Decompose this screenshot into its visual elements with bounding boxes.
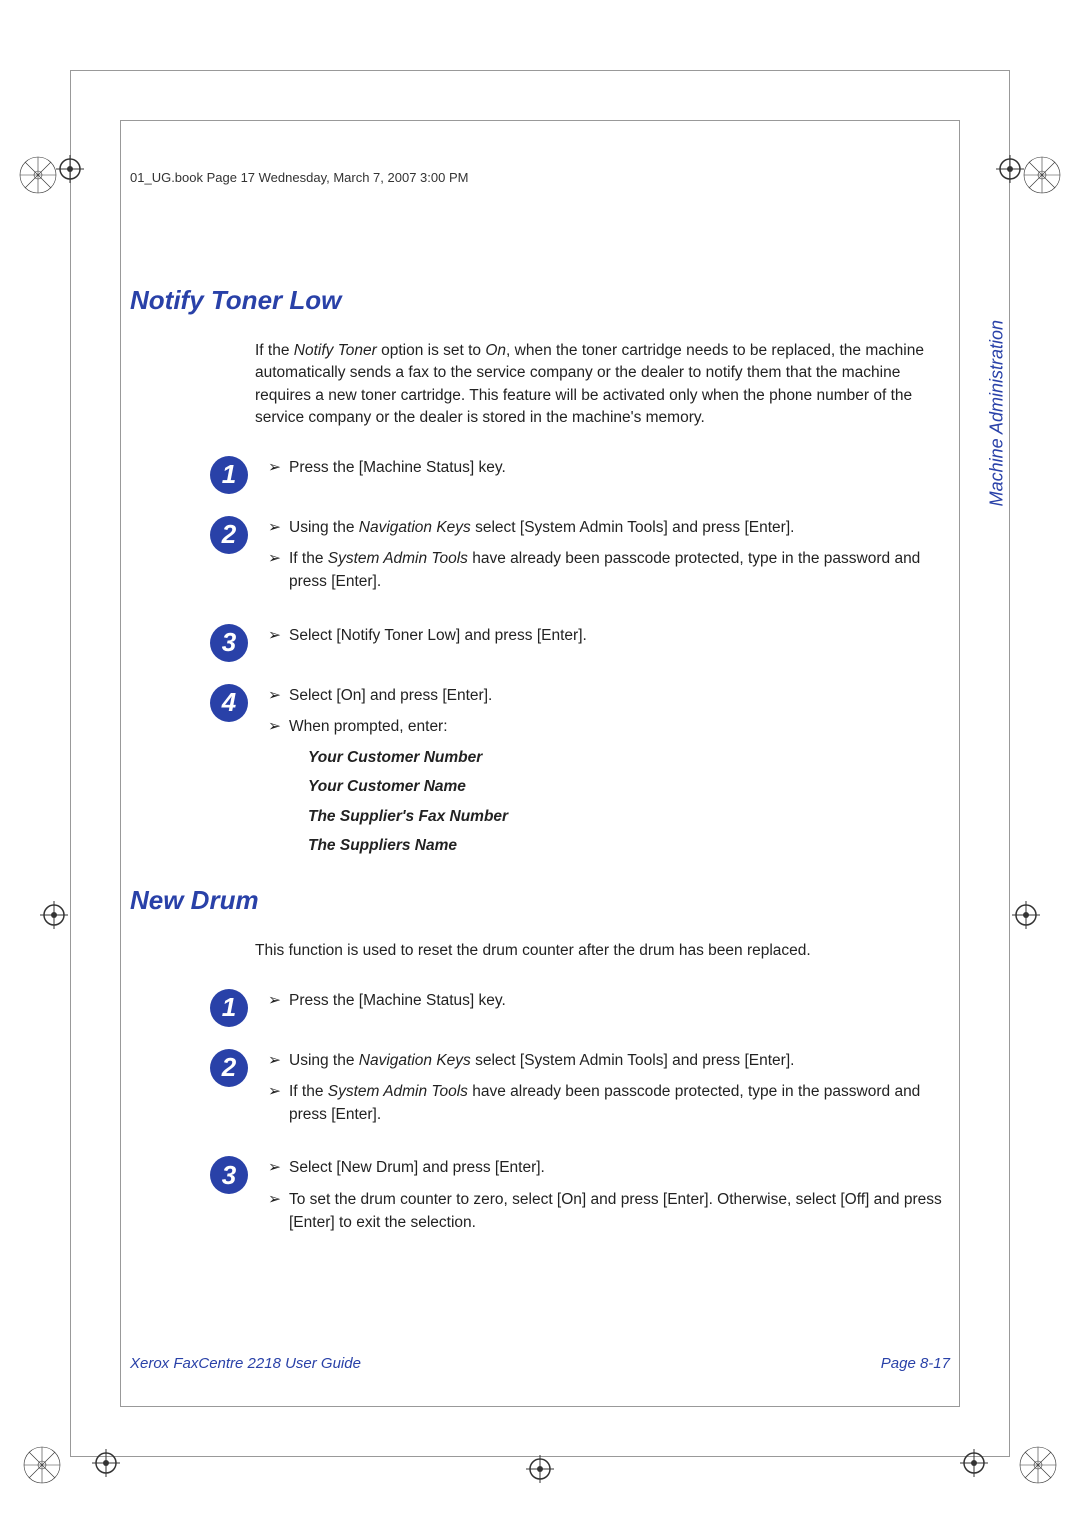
step-number-badge: 2 <box>210 1049 248 1087</box>
step-body: ➢ Select [Notify Toner Low] and press [En… <box>268 624 950 655</box>
bullet-marker-icon: ➢ <box>268 547 281 594</box>
prompt-item: Your Customer Number <box>308 746 950 769</box>
step: 1 ➢ Press the [Machine Status] key. <box>130 989 950 1027</box>
step-bullet-text: Press the [Machine Status] key. <box>289 456 506 479</box>
radial-mark-icon <box>22 1445 62 1485</box>
step-number-badge: 3 <box>210 624 248 662</box>
crop-mark-icon <box>56 155 84 183</box>
footer-left: Xerox FaxCentre 2218 User Guide <box>130 1355 361 1372</box>
prompt-item: Your Customer Name <box>308 775 950 798</box>
step-number-badge: 1 <box>210 456 248 494</box>
step-bullet-text: If the System Admin Tools have already b… <box>289 547 950 594</box>
prompt-item: The Supplier's Fax Number <box>308 805 950 828</box>
step-bullet: ➢ Select [On] and press [Enter]. <box>268 684 950 707</box>
bullet-marker-icon: ➢ <box>268 989 281 1012</box>
step-bullet-text: Using the Navigation Keys select [System… <box>289 1049 794 1072</box>
section-intro: If the Notify Toner option is set to On,… <box>255 340 950 430</box>
bullet-marker-icon: ➢ <box>268 684 281 707</box>
step: 3➢Select [New Drum] and press [Enter].➢T… <box>130 1156 950 1242</box>
bullet-marker-icon: ➢ <box>268 516 281 539</box>
radial-mark-icon <box>1018 1445 1058 1485</box>
crop-mark-icon <box>960 1449 988 1477</box>
step-bullet-text: Using the Navigation Keys select [System… <box>289 516 794 539</box>
bullet-marker-icon: ➢ <box>268 456 281 479</box>
page-content: 01_UG.book Page 17 Wednesday, March 7, 2… <box>130 170 950 1264</box>
step-number-badge: 1 <box>210 989 248 1027</box>
crop-mark-icon <box>40 901 68 929</box>
crop-mark-icon <box>526 1455 554 1483</box>
step: 4 ➢ Select [On] and press [Enter]. ➢ When pr… <box>130 684 950 864</box>
page-footer: Xerox FaxCentre 2218 User Guide Page 8-1… <box>130 1355 950 1372</box>
step-bullet: ➢ Press the [Machine Status] key. <box>268 456 950 479</box>
step-bullet-text: Select [Notify Toner Low] and press [Ent… <box>289 624 587 647</box>
bullet-marker-icon: ➢ <box>268 1156 281 1179</box>
running-header: 01_UG.book Page 17 Wednesday, March 7, 2… <box>130 170 950 185</box>
step: 2 ➢ Using the Navigation Keys select [Syst… <box>130 1049 950 1135</box>
step-body: ➢ Press the [Machine Status] key. <box>268 456 950 487</box>
bullet-marker-icon: ➢ <box>268 1049 281 1072</box>
step-bullet: ➢ Using the Navigation Keys select [Syste… <box>268 516 950 539</box>
step: 1 ➢ Press the [Machine Status] key. <box>130 456 950 494</box>
step: 2 ➢ Using the Navigation Keys select [Syst… <box>130 516 950 602</box>
step: 3 ➢ Select [Notify Toner Low] and press [E… <box>130 624 950 662</box>
step-bullet: ➢ Select [New Drum] and press [Enter]. <box>268 1156 950 1179</box>
step-body: ➢Select [New Drum] and press [Enter].➢To… <box>268 1156 950 1242</box>
crop-mark-icon <box>1012 901 1040 929</box>
step-bullet: ➢If the System Admin Tools have already … <box>268 1080 950 1127</box>
bullet-marker-icon: ➢ <box>268 715 281 738</box>
step-bullet-text: If the System Admin Tools have already b… <box>289 1080 950 1127</box>
section-title: New Drum <box>130 885 950 916</box>
radial-mark-icon <box>1022 155 1062 195</box>
step-bullet: ➢ When prompted, enter: <box>268 715 950 738</box>
step-bullet: ➢ Select [Notify Toner Low] and press [En… <box>268 624 950 647</box>
step-bullet: ➢If the System Admin Tools have already … <box>268 547 950 594</box>
step-bullet-text: When prompted, enter: <box>289 715 448 738</box>
section-intro: This function is used to reset the drum … <box>255 940 950 962</box>
crop-mark-icon <box>996 155 1024 183</box>
prompt-list: Your Customer Number Your Customer Name Th… <box>308 746 950 857</box>
bullet-marker-icon: ➢ <box>268 624 281 647</box>
step-bullet-text: Select [New Drum] and press [Enter]. <box>289 1156 545 1179</box>
step-bullet-text: Press the [Machine Status] key. <box>289 989 506 1012</box>
step-number-badge: 3 <box>210 1156 248 1194</box>
step-bullet: ➢To set the drum counter to zero, select… <box>268 1188 950 1235</box>
radial-mark-icon <box>18 155 58 195</box>
section-title: Notify Toner Low <box>130 285 950 316</box>
crop-mark-icon <box>92 1449 120 1477</box>
footer-right: Page 8-17 <box>881 1355 950 1372</box>
step-bullet: ➢ Press the [Machine Status] key. <box>268 989 950 1012</box>
step-bullet-text: To set the drum counter to zero, select … <box>289 1188 950 1235</box>
step-number-badge: 4 <box>210 684 248 722</box>
bullet-marker-icon: ➢ <box>268 1080 281 1127</box>
step-body: ➢ Select [On] and press [Enter]. ➢ When pro… <box>268 684 950 864</box>
step-body: ➢ Using the Navigation Keys select [Syste… <box>268 1049 950 1135</box>
step-body: ➢ Press the [Machine Status] key. <box>268 989 950 1020</box>
step-body: ➢ Using the Navigation Keys select [Syste… <box>268 516 950 602</box>
step-bullet: ➢ Using the Navigation Keys select [Syste… <box>268 1049 950 1072</box>
step-number-badge: 2 <box>210 516 248 554</box>
bullet-marker-icon: ➢ <box>268 1188 281 1235</box>
chapter-sidebar-label: Machine Administration <box>986 320 1007 506</box>
prompt-item: The Suppliers Name <box>308 834 950 857</box>
step-bullet-text: Select [On] and press [Enter]. <box>289 684 492 707</box>
